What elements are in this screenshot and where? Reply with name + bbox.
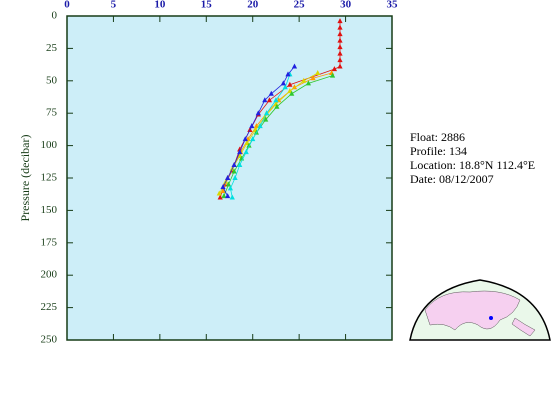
profile-point bbox=[225, 181, 232, 187]
profile-point bbox=[337, 44, 343, 50]
profile-number: Profile: 134 bbox=[410, 144, 467, 158]
profile-point bbox=[268, 90, 274, 96]
y-tick-label: 200 bbox=[41, 269, 58, 281]
profile-point bbox=[257, 123, 263, 129]
profile-point bbox=[310, 75, 316, 81]
float-id: Float: 2886 bbox=[410, 130, 465, 144]
profile-point bbox=[237, 162, 243, 168]
profile-point bbox=[337, 31, 343, 37]
profile-point bbox=[249, 123, 255, 129]
y-axis-label: Pressure (decibar) bbox=[18, 135, 32, 222]
profile-point bbox=[291, 84, 298, 90]
x-tick-label: 25 bbox=[294, 0, 306, 11]
profile-point bbox=[227, 185, 234, 191]
y-tick-label: 0 bbox=[52, 10, 58, 22]
y-tick-label: 225 bbox=[41, 301, 58, 313]
profile-point bbox=[291, 63, 298, 69]
profile-point bbox=[246, 142, 252, 148]
profile-point bbox=[337, 18, 343, 24]
profile-point bbox=[221, 193, 227, 199]
profile-point bbox=[315, 70, 321, 76]
y-tick-label: 100 bbox=[41, 139, 58, 151]
profile-point bbox=[250, 136, 256, 142]
profile-point bbox=[231, 162, 237, 168]
profile-point bbox=[237, 149, 243, 155]
profile-point bbox=[264, 110, 270, 116]
profile-point bbox=[216, 190, 222, 196]
profile-point bbox=[262, 97, 268, 103]
x-tick-label: 10 bbox=[154, 0, 166, 11]
profile-point bbox=[337, 57, 343, 63]
profile-point bbox=[220, 187, 226, 193]
y-tick-label: 175 bbox=[41, 236, 58, 248]
profile-point bbox=[337, 24, 343, 30]
profile-point bbox=[229, 194, 235, 200]
profile-point bbox=[282, 84, 288, 90]
profile-point bbox=[285, 71, 291, 77]
profile-point bbox=[301, 77, 307, 83]
profile-point bbox=[337, 37, 343, 43]
map-inset bbox=[409, 279, 551, 341]
y-tick-label: 75 bbox=[46, 107, 58, 119]
profile-point bbox=[225, 193, 231, 199]
profile-point bbox=[274, 103, 280, 109]
profile-point bbox=[329, 72, 336, 78]
profile-point bbox=[231, 168, 237, 174]
profile-point bbox=[225, 175, 231, 180]
x-tick-label: 20 bbox=[247, 0, 259, 11]
x-tick-label: 35 bbox=[387, 0, 399, 11]
profile-point bbox=[305, 80, 312, 86]
profile-point bbox=[337, 50, 343, 56]
x-tick-label: 15 bbox=[201, 0, 213, 11]
profile-point bbox=[263, 116, 269, 122]
location: Location: 18.8°N 112.4°E bbox=[410, 158, 535, 172]
y-tick-label: 50 bbox=[46, 74, 58, 86]
x-tick-label: 30 bbox=[340, 0, 352, 11]
y-tick-label: 25 bbox=[46, 42, 58, 54]
y-tick-label: 125 bbox=[41, 172, 58, 184]
profile-point bbox=[337, 63, 343, 69]
x-tick-label: 5 bbox=[111, 0, 117, 11]
profile-point bbox=[242, 136, 248, 142]
profile-point bbox=[280, 80, 286, 86]
profile-point bbox=[287, 81, 293, 87]
profile-point bbox=[255, 110, 261, 116]
date: Date: 08/12/2007 bbox=[410, 172, 494, 186]
plot-area bbox=[66, 15, 393, 341]
y-tick-label: 150 bbox=[41, 204, 58, 216]
x-tick-label: 0 bbox=[64, 0, 70, 11]
profile-point bbox=[232, 175, 238, 180]
profile-point bbox=[289, 90, 295, 96]
profile-point bbox=[273, 97, 279, 103]
profile-point bbox=[266, 97, 273, 103]
y-tick-label: 250 bbox=[41, 334, 58, 346]
profile-point bbox=[331, 66, 338, 72]
profile-point bbox=[217, 194, 223, 200]
profile-point bbox=[220, 184, 226, 190]
profile-point bbox=[243, 149, 249, 155]
